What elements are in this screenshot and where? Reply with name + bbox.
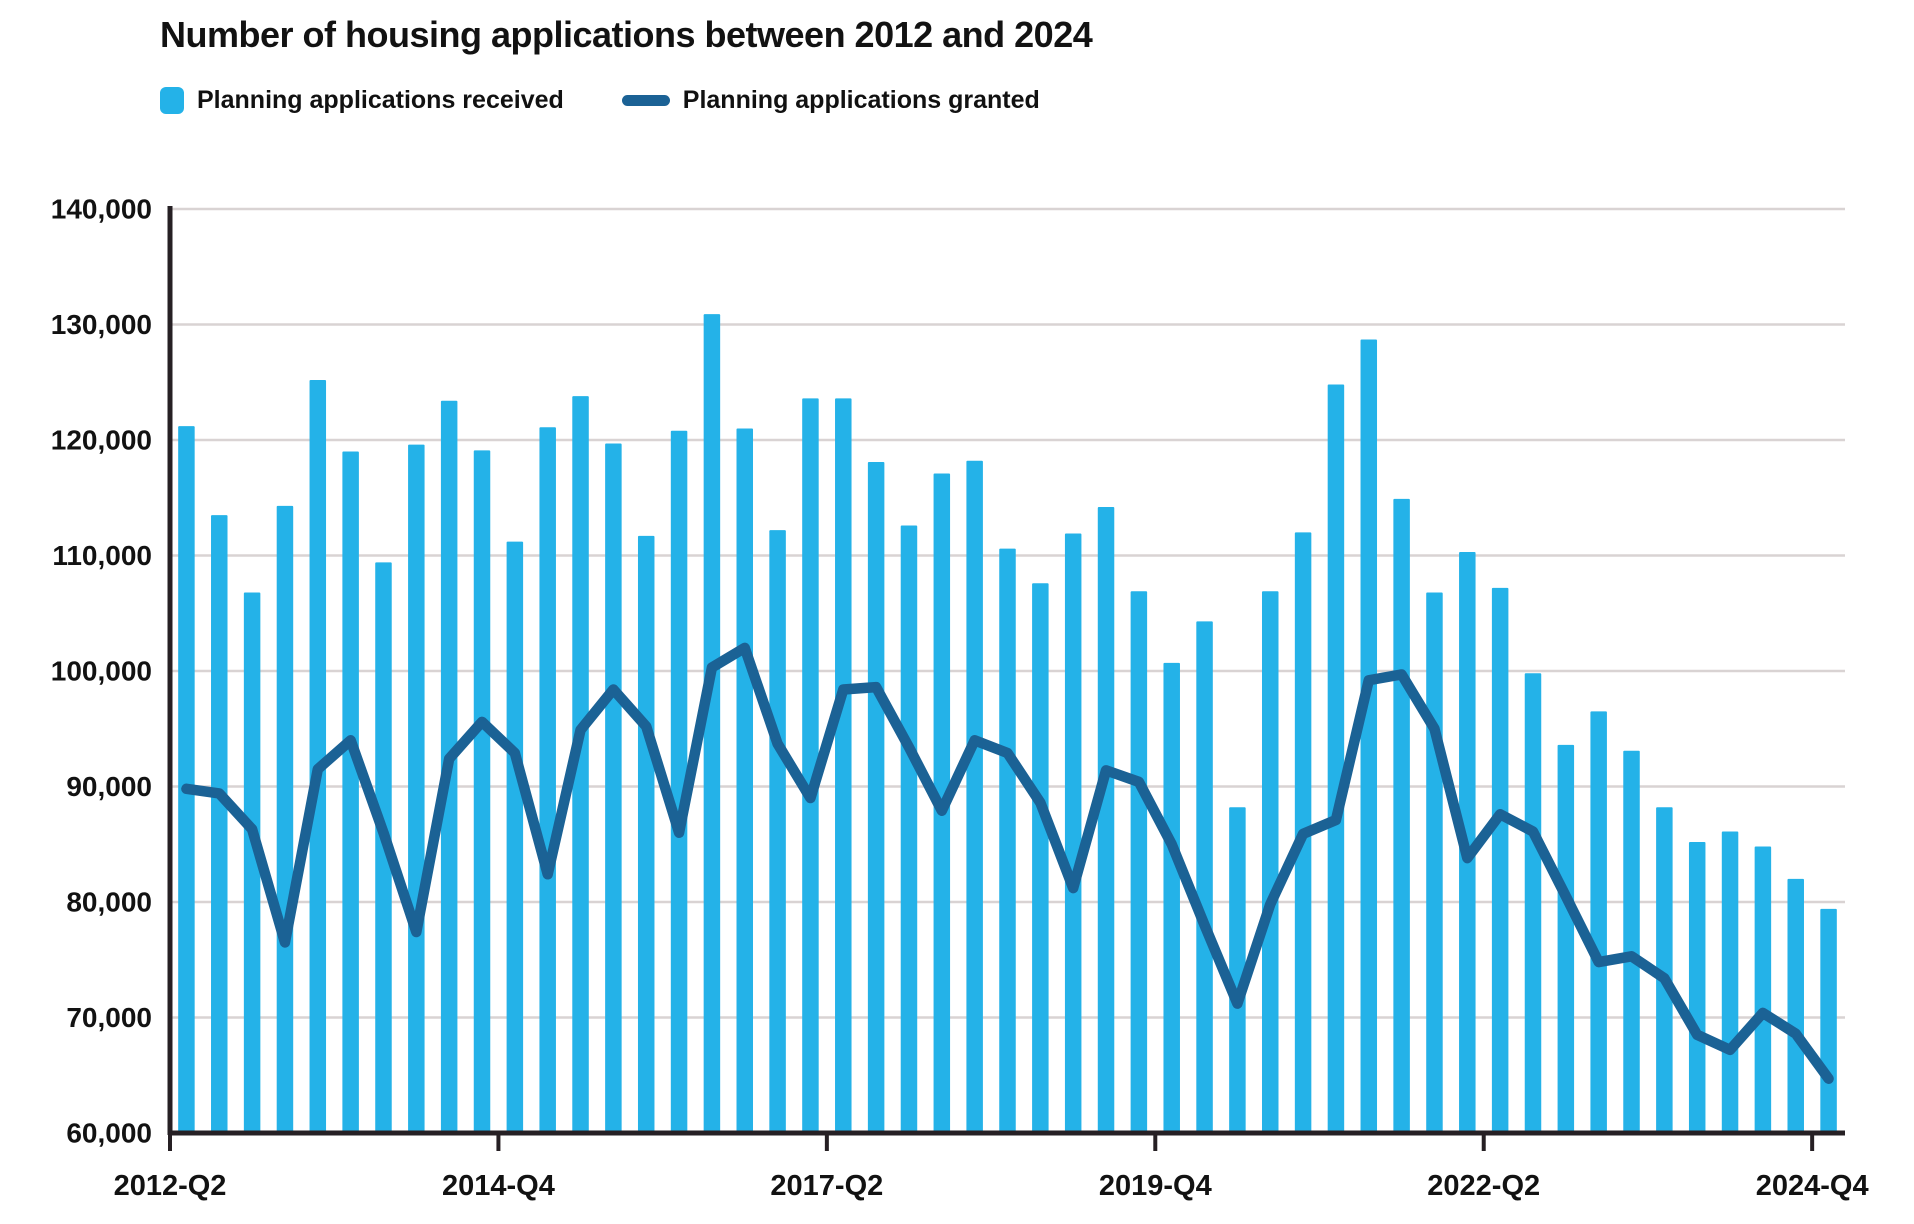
legend-received-label: Planning applications received (197, 86, 564, 114)
bar-2015-Q3 (605, 443, 622, 1134)
granted-line (181, 642, 1834, 1084)
bar-2024-Q4 (1820, 908, 1837, 1133)
x-axis-tick-label: 2014-Q4 (442, 1170, 555, 1202)
y-axis-tick-label: 90,000 (66, 771, 152, 802)
bar-2016-Q4 (769, 530, 786, 1133)
bar-2021-Q4 (1426, 592, 1443, 1133)
bar-2015-Q1 (539, 427, 556, 1133)
legend-bar-swatch (160, 87, 184, 114)
bar-2020-Q2 (1229, 807, 1246, 1133)
y-axis-tick-label: 130,000 (51, 309, 152, 340)
bar-2014-Q4 (506, 541, 524, 1133)
bar-2017-Q4 (900, 525, 918, 1133)
bar-2014-Q1 (408, 444, 425, 1133)
bar-2012-Q3 (211, 515, 228, 1133)
legend-item-received: Planning applications received (160, 86, 564, 115)
bar-2020-Q1 (1196, 621, 1213, 1133)
bar-2016-Q3 (736, 428, 754, 1133)
bar-2014-Q3 (473, 450, 491, 1133)
y-axis-tick-label: 100,000 (51, 656, 152, 687)
y-axis-tick-label: 70,000 (66, 1002, 152, 1033)
x-axis-tick-label: 2019-Q4 (1099, 1170, 1212, 1202)
bar-2017-Q3 (867, 461, 885, 1133)
bar-2019-Q4 (1163, 662, 1180, 1133)
legend-granted-label: Planning applications granted (682, 86, 1040, 114)
legend-item-granted: Planning applications granted (621, 86, 1040, 115)
bar-2017-Q1 (802, 398, 819, 1133)
bar-2024-Q3 (1787, 878, 1804, 1133)
bar-2019-Q1 (1064, 533, 1082, 1133)
bar-2016-Q1 (670, 430, 688, 1133)
legend-line-swatch (621, 95, 670, 106)
bar-2023-Q4 (1688, 841, 1706, 1133)
bar-2012-Q4 (243, 592, 261, 1133)
x-axis-tick-label: 2022-Q2 (1427, 1170, 1540, 1202)
y-axis-tick-label: 140,000 (51, 194, 152, 225)
bar-2012-Q2 (178, 426, 195, 1133)
bar-2015-Q4 (637, 535, 655, 1133)
bar-2020-Q3 (1261, 591, 1279, 1133)
y-axis-tick-label: 120,000 (51, 425, 152, 456)
bar-2022-Q2 (1491, 587, 1509, 1133)
bar-2021-Q3 (1393, 498, 1410, 1133)
bar-2023-Q3 (1656, 807, 1673, 1133)
bar-2013-Q1 (276, 505, 294, 1134)
x-axis-tick-label: 2012-Q2 (114, 1170, 227, 1202)
bar-2018-Q2 (966, 460, 983, 1133)
bar-2016-Q2 (703, 314, 721, 1134)
bar-2022-Q3 (1524, 673, 1542, 1133)
bar-2024-Q2 (1754, 846, 1772, 1133)
bar-2023-Q1 (1590, 711, 1607, 1133)
y-axis-tick-label: 80,000 (66, 887, 152, 918)
y-axis-tick-label: 110,000 (52, 540, 152, 571)
chart-title: Number of housing applications between 2… (160, 14, 1093, 55)
bar-2018-Q4 (1032, 583, 1049, 1133)
legend: Planning applications received Planning … (160, 86, 1040, 115)
bar-2013-Q3 (342, 451, 359, 1133)
y-axis-tick-label: 60,000 (66, 1118, 152, 1149)
x-axis-tick-label: 2024-Q4 (1756, 1170, 1869, 1202)
bar-2019-Q3 (1130, 591, 1148, 1133)
bar-2022-Q4 (1557, 744, 1575, 1133)
bar-2021-Q2 (1360, 339, 1378, 1133)
bar-2015-Q2 (572, 396, 589, 1133)
bar-2013-Q2 (309, 379, 327, 1133)
bar-2021-Q1 (1327, 384, 1345, 1133)
bar-2019-Q2 (1097, 506, 1115, 1133)
bar-2023-Q2 (1623, 750, 1640, 1133)
bar-2018-Q3 (999, 548, 1016, 1133)
x-axis-tick-label: 2017-Q2 (770, 1170, 883, 1202)
bar-2017-Q2 (835, 398, 852, 1133)
bar-2024-Q1 (1721, 831, 1739, 1133)
